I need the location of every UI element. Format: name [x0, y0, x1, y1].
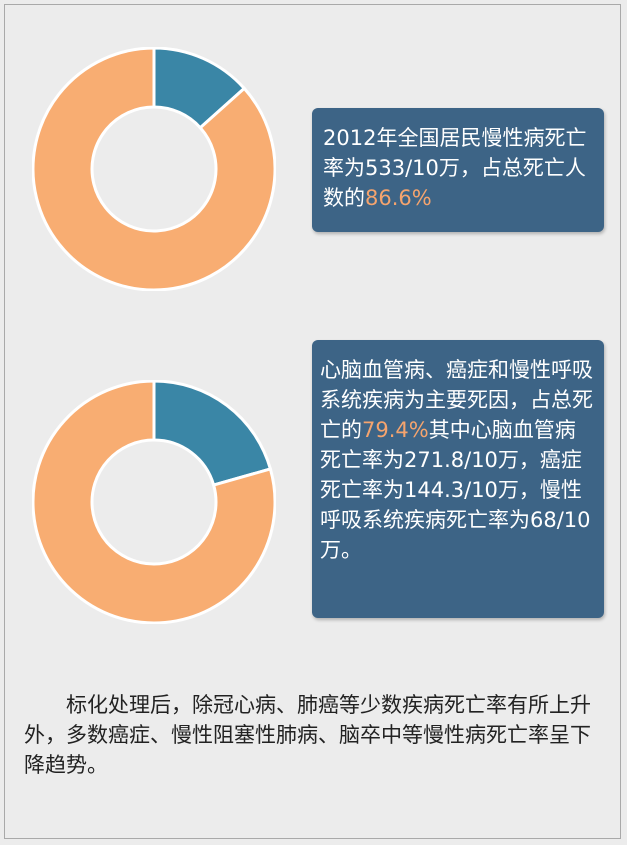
donut-1-slice-main	[32, 47, 276, 291]
callout-1-text: 2012年全国居民慢性病死亡率为533/10万，占总死亡人数的	[323, 126, 587, 210]
donut-2-slice-main	[32, 380, 276, 624]
callout-2-text-after: 其中心脑血管病死亡率为271.8/10万，癌症死亡率为144.3/10万，慢性呼…	[320, 418, 591, 562]
callout-box-2: 心脑血管病、癌症和慢性呼吸系统疾病为主要死因，占总死亡的79.4%其中心脑血管病…	[312, 340, 604, 618]
callout-1-highlight: 86.6%	[365, 186, 432, 210]
callout-box-1: 2012年全国居民慢性病死亡率为533/10万，占总死亡人数的86.6%	[312, 108, 604, 232]
donut-chart-2	[32, 380, 276, 624]
callout-2-text: 心脑血管病、癌症和慢性呼吸系统疾病为主要死因，占总死亡的	[320, 358, 593, 442]
footnote-paragraph: 标化处理后，除冠心病、肺癌等少数疾病死亡率有所上升外，多数癌症、慢性阻塞性肺病、…	[24, 693, 591, 777]
callout-2-highlight: 79.4%	[362, 418, 429, 442]
donut-chart-1	[32, 47, 276, 291]
donut-2-slice-other	[152, 380, 273, 487]
